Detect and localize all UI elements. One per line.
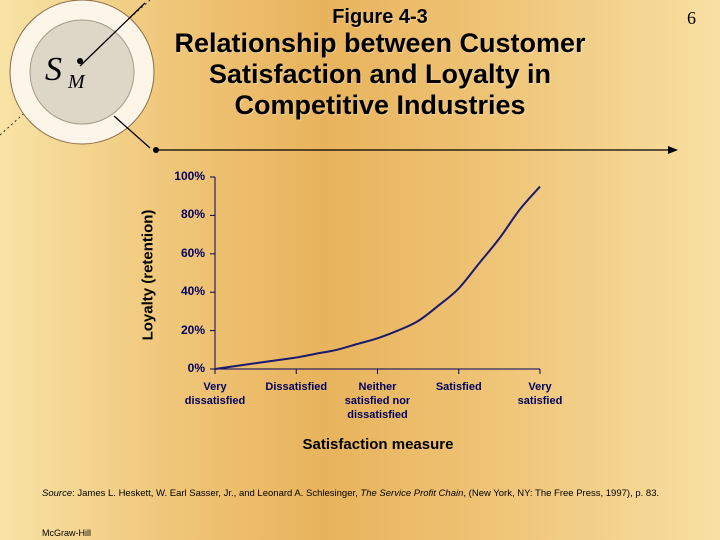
y-tick-label: 80% (180, 207, 205, 222)
x-tick-label: Neither satisfied nor dissatisfied (344, 381, 411, 421)
title-line-1: Relationship between Customer (174, 28, 586, 58)
loyalty-curve (214, 185, 541, 370)
y-tick-label: 0% (187, 361, 205, 375)
source-tail: , (New York, NY: The Free Press, 1997), … (463, 488, 660, 499)
source-citation: Source: James L. Heskett, W. Earl Sasser… (42, 488, 659, 499)
x-tick-marks (214, 369, 541, 374)
logo-letter-s: S (45, 51, 62, 88)
x-tick-label: Satisfied (435, 381, 482, 393)
logo-letter-m: M (67, 71, 86, 93)
source-authors: : James L. Heskett, W. Earl Sasser, Jr.,… (72, 488, 361, 499)
y-tick-label: 60% (180, 245, 205, 260)
slide-title: Figure 4-3 Relationship between Customer… (130, 6, 630, 121)
logo-tail-line (113, 115, 151, 149)
publisher: McGraw-Hill (42, 528, 91, 538)
title-line-2: Satisfaction and Loyalty in (208, 59, 552, 89)
x-axis-title: Satisfaction measure (302, 436, 454, 453)
figure-label: Figure 4-3 (332, 6, 428, 28)
y-tick-label: 40% (180, 284, 205, 299)
logo-inner-circle (29, 19, 135, 125)
slide-number: 6 (687, 8, 696, 28)
title-line-3: Competitive Industries (234, 90, 526, 120)
x-tick-label: Very satisfied (517, 381, 563, 407)
logo: S M (0, 0, 155, 149)
arrow-head-icon (668, 146, 678, 154)
x-tick-label: Dissatisfied (265, 381, 328, 393)
logo-dot (77, 58, 83, 64)
logo-arrow-line (79, 2, 146, 67)
source-prefix: Source (42, 488, 73, 499)
source-book: The Service Profit Chain (360, 488, 464, 499)
x-tick-label: Very dissatisfied (184, 381, 246, 407)
y-axis-title: Loyalty (retention) (139, 209, 157, 341)
y-tick-label: 20% (180, 322, 205, 337)
y-tick-marks (210, 176, 215, 370)
y-tick-label: 100% (174, 169, 205, 183)
